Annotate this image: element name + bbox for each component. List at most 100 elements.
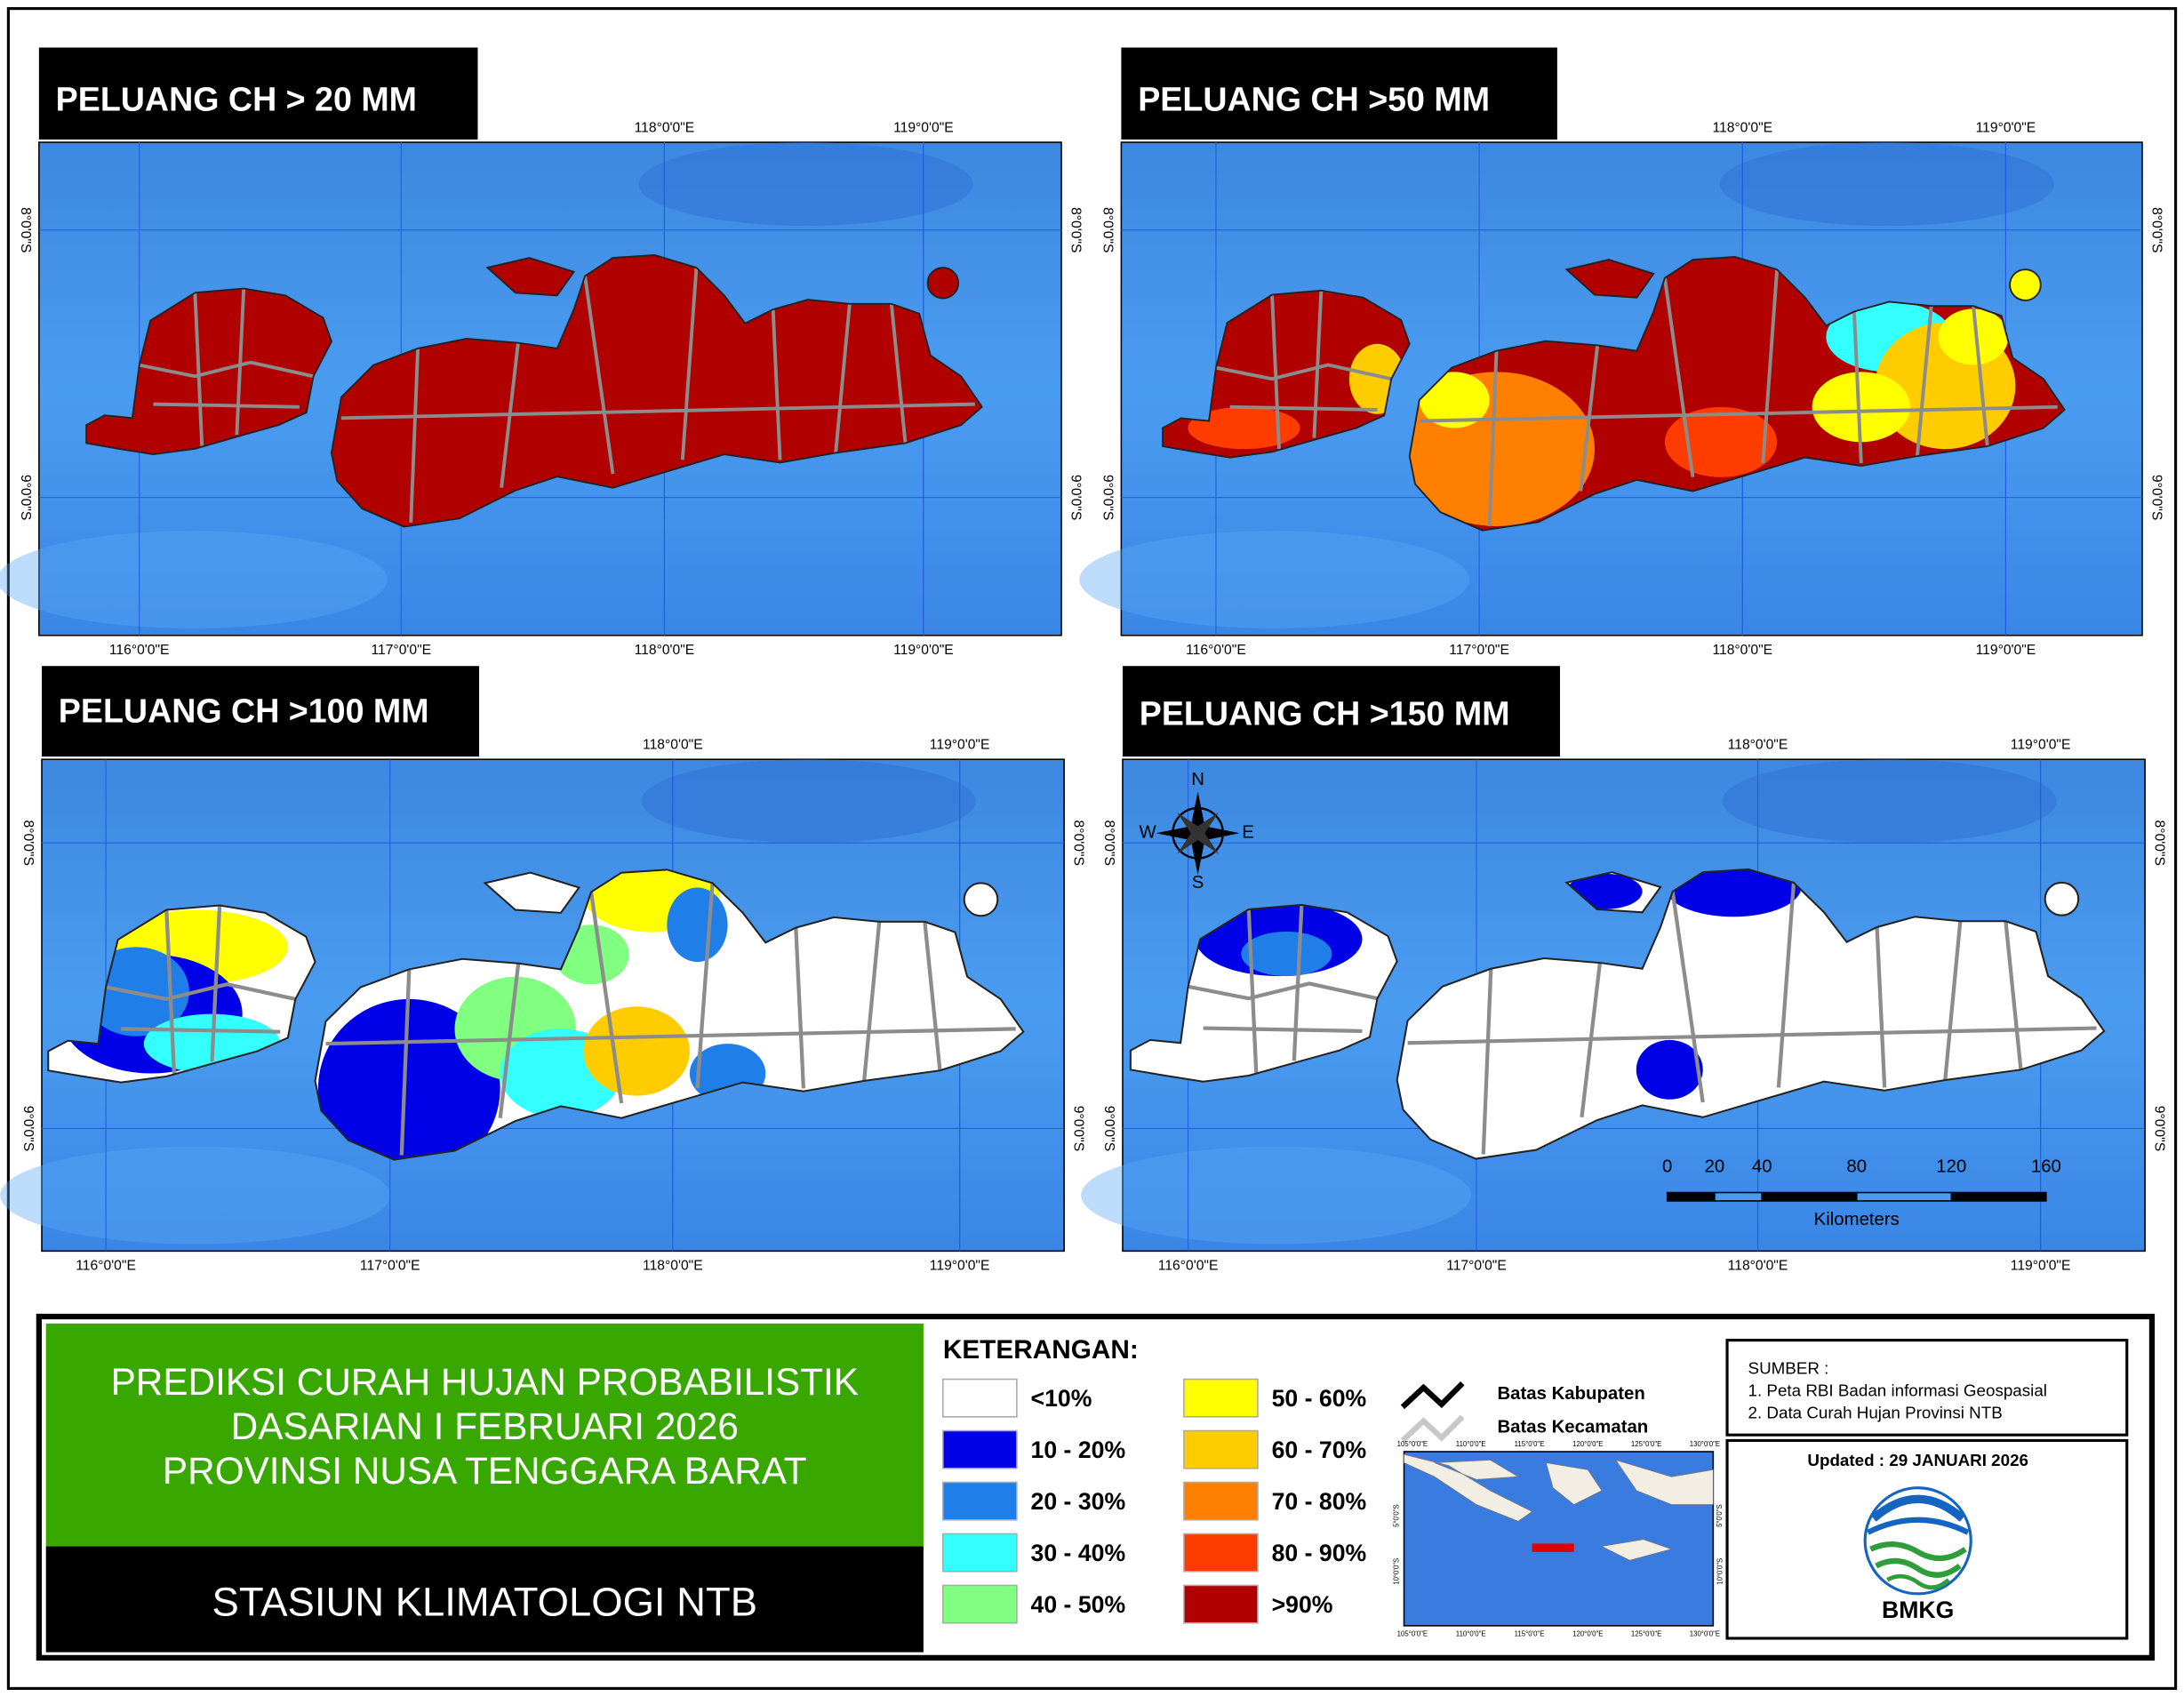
sea-shade [0, 531, 388, 628]
sea-shade [1722, 759, 2057, 844]
district-boundary [121, 1027, 281, 1034]
district-boundary [1761, 269, 1780, 464]
inset-lat-label: 5°0'0"S [1393, 1504, 1401, 1527]
compass-letter: E [1242, 823, 1254, 843]
compass-star [1177, 812, 1220, 854]
probability-zone [1664, 406, 1778, 477]
lon-label: 118°0'0"E [1728, 738, 1788, 753]
sea-shade [1079, 531, 1470, 628]
legend-swatch [942, 1533, 1018, 1573]
legend-swatch [1183, 1481, 1259, 1521]
district-boundary [794, 927, 806, 1089]
inset-lat-label: 5°0'0"S [1716, 1504, 1724, 1527]
inset-lon-label: 115°0'0"E [1515, 1629, 1545, 1637]
legend-label: 80 - 90% [1272, 1540, 1367, 1566]
lon-label: 118°0'0"E [643, 1259, 703, 1274]
district-boundary [1419, 404, 2058, 423]
panel-title-box [42, 666, 480, 757]
scale-label: 80 [1846, 1157, 1867, 1177]
district-boundary [1215, 363, 1392, 381]
legend-swatch [942, 1584, 1018, 1624]
legend-label: 50 - 60% [1272, 1385, 1367, 1412]
inset-ntb [1532, 1543, 1574, 1552]
line-icon [1400, 1381, 1465, 1410]
district-boundary [695, 883, 715, 1089]
lat-label: 8°0'0"S [1068, 207, 1084, 252]
lat-label: 8°0'0"S [2149, 207, 2164, 252]
island [964, 883, 998, 917]
inset-labels: 105°0'0"E 110°0'0"E 115°0'0"E 120°0'0"E 125°… [1393, 1440, 1724, 1637]
probability-zone [1419, 372, 1490, 428]
logo-box [1725, 1438, 2129, 1640]
island [2044, 882, 2079, 916]
lon-label: 116°0'0"E [1186, 643, 1246, 658]
panel-title-box [38, 47, 478, 140]
lon-label: 119°0'0"E [1976, 121, 2036, 136]
inset-lon-label: 110°0'0"E [1456, 1629, 1486, 1637]
map-panel: PELUANG CH >50 MM 118°0'0"E 119°0'0"E 116°0… [1079, 47, 2164, 658]
inset-lon-label: 105°0'0"E [1397, 1440, 1428, 1448]
inset-land [1404, 1453, 1714, 1561]
district-boundary [340, 402, 975, 420]
district-boundary [105, 982, 296, 1002]
lon-label: 118°0'0"E [635, 121, 695, 136]
district-boundary [1943, 921, 1963, 1081]
lon-label: 116°0'0"E [76, 1259, 136, 1274]
lat-label: 8°0'0"S [1100, 207, 1116, 252]
district-boundary [1481, 968, 1493, 1155]
district-boundary [193, 292, 204, 446]
scale-label: 120 [1936, 1157, 1966, 1177]
lon-label: 119°0'0"E [930, 1259, 990, 1274]
inset-map: 105°0'0"E 110°0'0"E 115°0'0"E 120°0'0"E 125°… [1393, 1440, 1724, 1637]
district-boundary [164, 909, 176, 1074]
district-boundary [834, 303, 852, 453]
inset-lon-label: 125°0'0"E [1631, 1440, 1661, 1448]
district-boundary [235, 288, 246, 436]
bmkg-logo [1863, 1486, 1972, 1596]
lon-label: 119°0'0"E [1976, 643, 2036, 658]
scale-bar: 0 20 40 80 120 160 Kilometers [1662, 1157, 2061, 1230]
inset-lon-label: 115°0'0"E [1515, 1440, 1545, 1448]
lon-label: 119°0'0"E [2011, 1259, 2071, 1274]
lon-label: 116°0'0"E [1158, 1259, 1219, 1274]
legend-label: 30 - 40% [1031, 1540, 1126, 1566]
lon-label: 119°0'0"E [893, 121, 954, 136]
scale-segment [1761, 1191, 1858, 1202]
lon-label: 118°0'0"E [1712, 121, 1772, 136]
lat-label: 8°0'0"S [1071, 820, 1086, 866]
lat-label: 9°0'0"S [2152, 1106, 2167, 1151]
map-panel: PELUANG CH >150 MM 118°0'0"E 119°0'0"E 116°… [1081, 666, 2167, 1274]
map-panel: PELUANG CH >100 MM 118°0'0"E 119°0'0"E 116°… [0, 666, 1086, 1274]
source-box [1725, 1339, 2129, 1437]
islands [85, 254, 983, 528]
probability-zone [2008, 268, 2043, 302]
district-boundary [588, 892, 624, 1104]
lat-label: 9°0'0"S [1071, 1106, 1086, 1151]
district-boundary [210, 905, 222, 1062]
legend-swatch [1183, 1378, 1259, 1418]
probability-zone [667, 887, 728, 963]
updated-date: Updated : 29 JANUARI 2026 [1807, 1451, 2028, 1469]
station-name: STASIUN KLIMATOLOGI NTB [212, 1579, 758, 1624]
district-boundary [1875, 926, 1887, 1088]
island-outline [1162, 256, 2066, 532]
compass-letter: S [1192, 873, 1204, 893]
legend-label: 60 - 70% [1272, 1437, 1367, 1463]
island [927, 268, 959, 299]
probability-zones [1188, 268, 2043, 526]
district-boundary [889, 303, 908, 444]
compass-letter: W [1140, 823, 1157, 843]
lon-label: 119°0'0"E [930, 738, 990, 753]
panel-title-box [1122, 666, 1560, 757]
scale-label: 0 [1662, 1157, 1672, 1177]
district-boundary [2004, 921, 2023, 1070]
island-outline [2044, 881, 2080, 917]
lon-label: 118°0'0"E [643, 738, 703, 753]
legend-swatch [942, 1481, 1018, 1521]
sea-shade [638, 142, 973, 227]
scale-segment [1950, 1191, 2047, 1202]
legend-label: 70 - 80% [1272, 1488, 1367, 1515]
district-boundary [1487, 350, 1499, 527]
info-title: PREDIKSI CURAH HUJAN PROBABILISTIK [111, 1361, 859, 1403]
